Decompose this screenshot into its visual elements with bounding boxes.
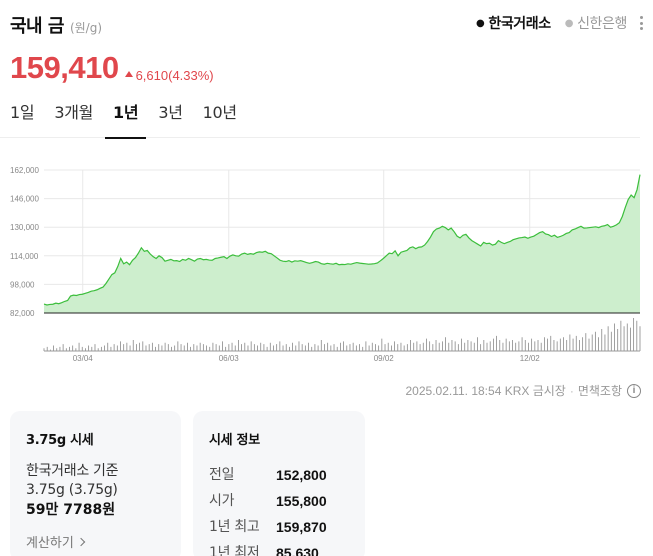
source-option-shinhan[interactable]: ● 신한은행 xyxy=(564,13,628,33)
x-tick-label: 06/03 xyxy=(219,354,240,363)
info-label: 전일 xyxy=(209,467,235,483)
y-tick-label: 130,000 xyxy=(10,223,39,232)
tab-3m[interactable]: 3개월 xyxy=(54,103,94,122)
bullet-icon: ● xyxy=(476,17,485,29)
info-row: 시가 155,800 xyxy=(209,488,349,514)
source-label: 한국거래소 xyxy=(488,16,551,32)
card-title: 3.75g 시세 xyxy=(26,433,94,448)
price-info-card: 시세 정보 전일 152,800 시가 155,800 1년 최고 159,87… xyxy=(193,411,365,556)
current-price: 159,410 xyxy=(10,50,119,85)
y-tick-label: 82,000 xyxy=(10,309,35,318)
source-label: 신한은행 xyxy=(577,16,627,32)
tab-10y[interactable]: 10년 xyxy=(202,103,237,122)
card-basis: 한국거래소 기준 xyxy=(26,463,119,479)
timestamp: 2025.02.11. 18:54 KRX 금시장 xyxy=(405,384,566,398)
period-tabs: 1일 3개월 1년 3년 10년 xyxy=(0,100,640,139)
page-title: 국내 금 xyxy=(10,16,64,37)
chevron-right-icon xyxy=(76,537,86,546)
info-row: 전일 152,800 xyxy=(209,462,349,488)
tab-1d[interactable]: 1일 xyxy=(10,103,35,122)
info-value: 155,800 xyxy=(276,493,327,509)
price-line xyxy=(43,174,641,306)
unit-label: (원/g) xyxy=(69,21,103,35)
x-tick-label: 03/04 xyxy=(73,354,94,363)
card-title: 시세 정보 xyxy=(209,433,260,448)
y-tick-label: 146,000 xyxy=(10,195,39,204)
more-vertical-icon[interactable] xyxy=(639,16,643,30)
y-tick-label: 98,000 xyxy=(10,280,35,289)
x-tick-label: 12/02 xyxy=(520,354,541,363)
gram-price-card: 3.75g 시세 한국거래소 기준 3.75g (3.75g) 59만 7788… xyxy=(10,411,181,556)
card-value: 59만 7788원 xyxy=(26,502,116,518)
info-value: 159,870 xyxy=(276,519,327,535)
change-percent: (4.33%) xyxy=(168,67,214,83)
info-value: 85,630 xyxy=(276,545,319,556)
chart-svg: 162,000 146,000 130,000 114,000 98,000 82,000… xyxy=(10,166,641,363)
info-value: 152,800 xyxy=(276,467,327,483)
price-chart[interactable]: 162,000 146,000 130,000 114,000 98,000 82,000… xyxy=(0,155,653,370)
card-weight: 3.75g (3.75g) xyxy=(26,482,118,498)
price-change: 6,610 (4.33%) xyxy=(124,67,214,83)
calculate-label: 계산하기 xyxy=(26,536,74,551)
source-switch: ● 한국거래소 ● 신한은행 xyxy=(462,13,643,33)
area-fill xyxy=(44,174,640,313)
y-tick-label: 114,000 xyxy=(10,252,39,261)
info-icon[interactable]: i xyxy=(627,383,641,398)
calculate-button[interactable]: 계산하기 xyxy=(26,532,165,551)
tab-1y[interactable]: 1년 xyxy=(103,100,148,139)
footnote: 2025.02.11. 18:54 KRX 금시장 · 면책조항 i xyxy=(405,382,641,399)
header: 국내 금 (원/g) xyxy=(10,12,102,38)
price-row: 159,410 6,610 (4.33%) xyxy=(10,50,214,86)
source-option-krx[interactable]: ● 한국거래소 xyxy=(476,13,551,33)
info-label: 1년 최저 xyxy=(209,545,260,556)
info-row: 1년 최고 159,870 xyxy=(209,514,349,540)
info-label: 1년 최고 xyxy=(209,519,260,535)
up-arrow-icon xyxy=(124,71,133,77)
info-row: 1년 최저 85,630 xyxy=(209,540,349,556)
info-label: 시가 xyxy=(209,493,235,509)
tab-3y[interactable]: 3년 xyxy=(158,103,183,122)
x-tick-label: 09/02 xyxy=(374,354,395,363)
y-tick-label: 162,000 xyxy=(10,166,39,175)
bullet-icon: ● xyxy=(564,17,574,29)
disclaimer-link[interactable]: 면책조항 xyxy=(577,384,622,398)
change-amount: 6,610 xyxy=(135,67,169,83)
separator: · xyxy=(569,383,574,398)
